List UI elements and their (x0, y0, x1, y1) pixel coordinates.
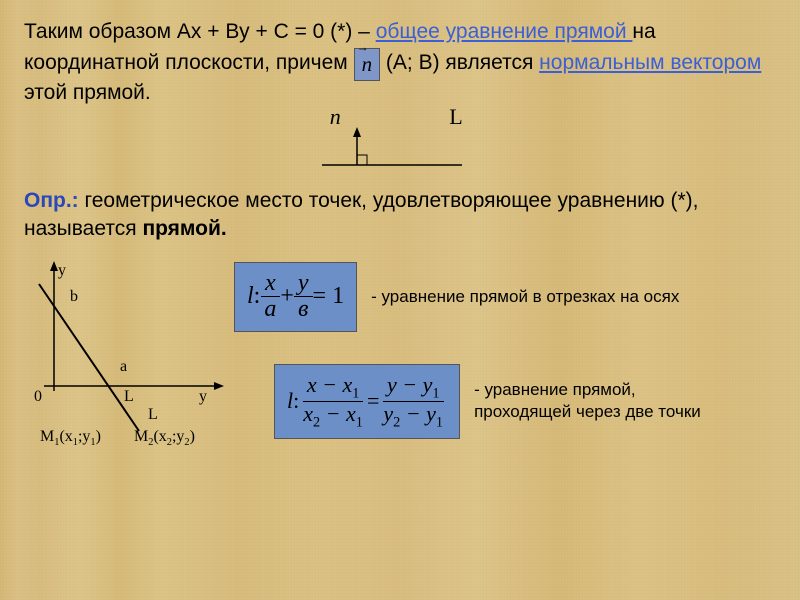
n-label: n (330, 104, 341, 129)
b-label: b (70, 288, 78, 306)
fraction-y-b: y в (294, 271, 313, 322)
n-perp-L-diagram: n L (24, 125, 776, 173)
origin-label: 0 (34, 388, 42, 406)
opr-bold: прямой. (142, 217, 226, 240)
fraction-left: x − x1 x2 − x1 (299, 373, 367, 431)
M2-point: M2(x2;y2) (134, 428, 195, 448)
text: этой прямой. (24, 81, 151, 104)
coordinate-graph: y b a 0 L y L M1(x1;y1) M2(x2;y2) (24, 256, 234, 446)
text: геометрическое место точек, удовлетворяю… (24, 189, 698, 240)
normal-vector-n-box: n (354, 48, 381, 80)
intercept-form-label: - уравнение прямой в отрезках на осях (371, 286, 679, 308)
text: Таким образом Ах + Ву + С = 0 (*) – (24, 20, 376, 43)
two-point-form-label: - уравнение прямой, проходящей через две… (474, 379, 701, 423)
L-on-axis: L (124, 388, 134, 406)
two-point-form-box: l : x − x1 x2 − x1 = y − y1 y2 − y1 (274, 364, 460, 440)
opr-label: Опр.: (24, 189, 79, 212)
y-axis-label: y (58, 262, 66, 280)
definition-paragraph: Опр.: геометрическое место точек, удовле… (24, 187, 776, 244)
fraction-x-a: x a (260, 271, 280, 322)
y2-label: y (199, 388, 207, 406)
axes-icon (24, 256, 234, 446)
intercept-form-box: l : x a + y в = 1 (234, 262, 357, 331)
perp-icon (282, 125, 482, 173)
L-label: L (449, 104, 462, 129)
fraction-right: y − y1 y2 − y1 (379, 373, 447, 431)
L2-label: L (148, 406, 158, 424)
l-symbol: l (247, 283, 254, 310)
a-label: a (120, 358, 127, 376)
M1-point: M1(x1;y1) (40, 428, 101, 448)
paragraph-intro: Таким образом Ах + Ву + С = 0 (*) – обще… (24, 18, 776, 107)
link-general-equation: общее уравнение прямой (376, 20, 633, 43)
link-normal-vector: нормальным вектором (539, 51, 761, 74)
text: (А; В) является (380, 51, 539, 74)
